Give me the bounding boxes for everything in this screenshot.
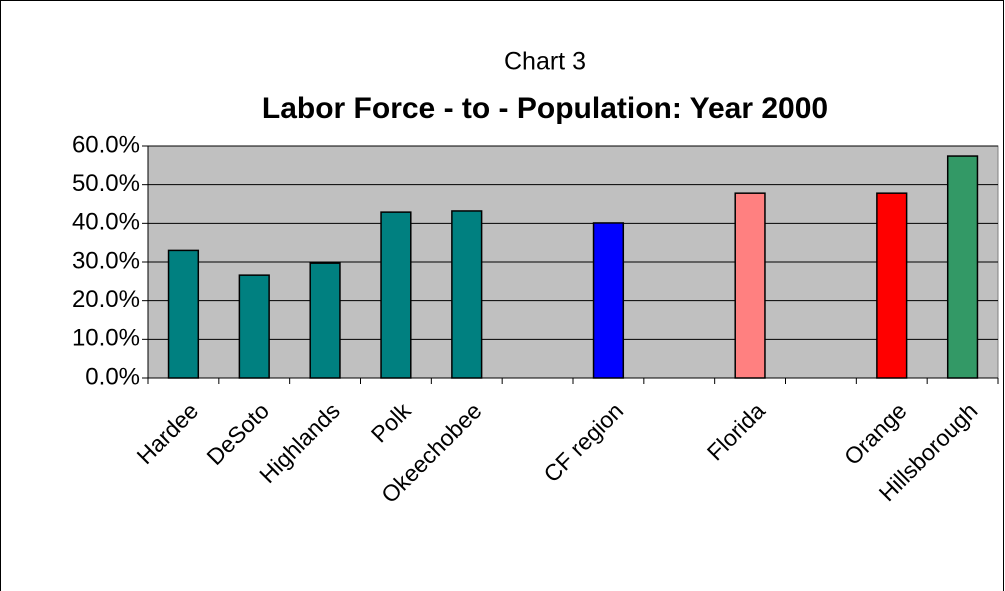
y-tick-label: 50.0% [72,170,140,197]
bar [309,262,341,379]
y-tick-label: 0.0% [85,363,140,390]
chart-title: Labor Force - to - Population: Year 2000 [262,92,828,125]
bar [592,222,625,379]
y-tick-label: 40.0% [72,209,140,236]
y-tick-label: 10.0% [72,325,140,352]
bar [734,192,766,379]
bar [167,249,200,379]
bar [946,155,979,379]
chart-subtitle: Chart 3 [504,48,586,76]
bar [876,192,908,379]
bar [380,211,412,379]
bar [451,210,483,379]
bar [238,274,270,379]
y-tick-label: 60.0% [72,131,140,158]
y-tick-label: 30.0% [72,247,140,274]
y-tick-label: 20.0% [72,286,140,313]
